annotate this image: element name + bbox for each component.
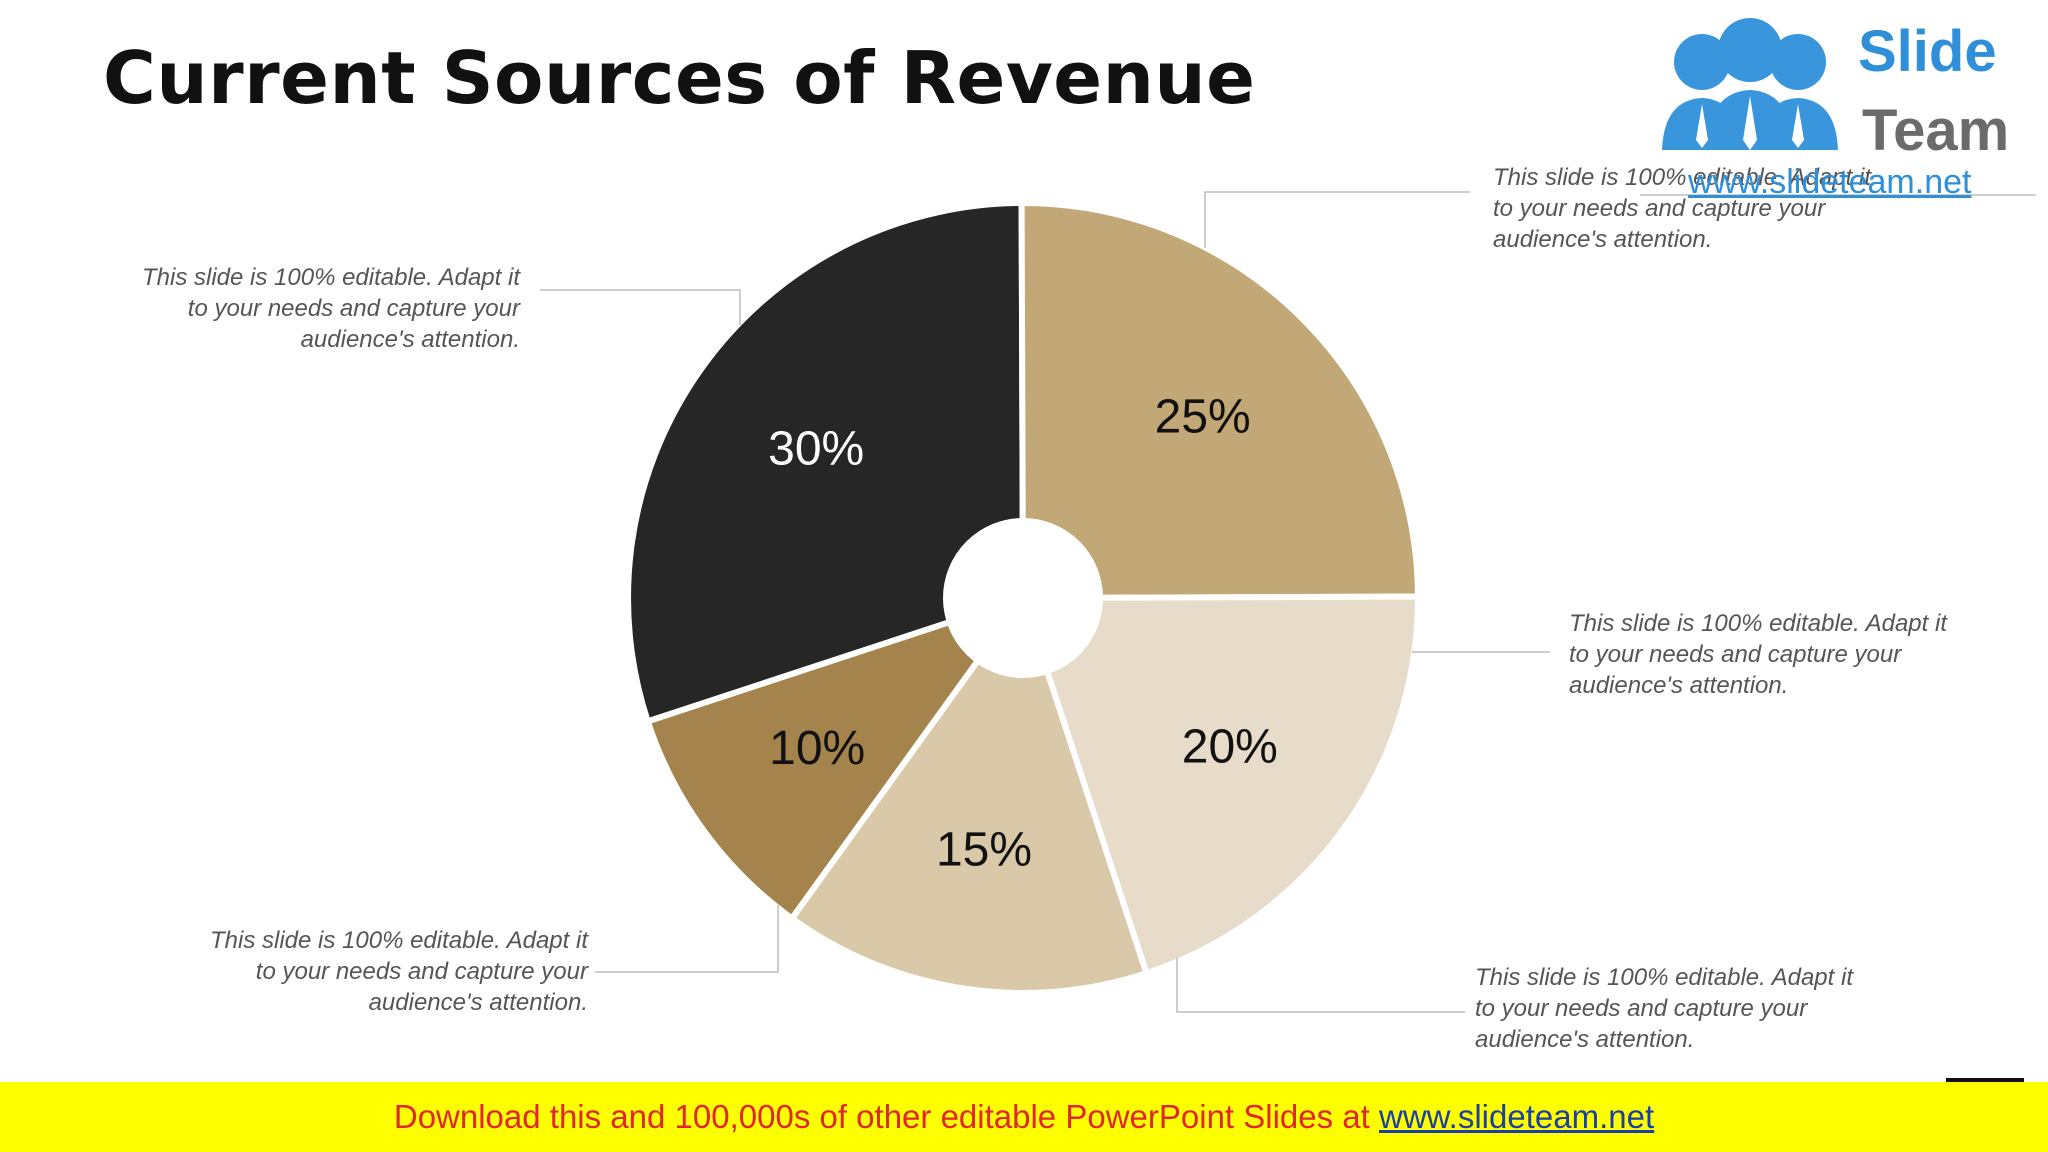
callout-top-left: This slide is 100% editable. Adapt it to… — [142, 264, 520, 353]
logo-word-slide: Slide — [1858, 19, 1997, 84]
logo-word-team: Team — [1862, 98, 2010, 163]
leader-line-bottom-right — [1176, 958, 1465, 1013]
pie-slice-25 — [1018, 199, 1421, 601]
data-label-15: 15% — [936, 824, 1032, 877]
pie-slice-20 — [1020, 593, 1422, 977]
callout-bottom-right: This slide is 100% editable. Adapt it to… — [1475, 964, 1853, 1053]
revenue-donut-chart: 30% 25% 20% 15% 10% — [540, 191, 1550, 1013]
pie-slice-15 — [788, 595, 1150, 996]
slideteam-logo — [1640, 18, 2036, 196]
leader-line-top-left — [540, 289, 741, 325]
footer-text: Download this and 100,000s of other edit… — [393, 1098, 1379, 1135]
logo-url-link[interactable]: www.slideteam.net — [1688, 163, 1972, 201]
leader-line-top-right — [1204, 191, 1470, 248]
footer-link[interactable]: www.slideteam.net — [1379, 1098, 1655, 1135]
callout-top-right: This slide is 100% editable. Adapt it to… — [1493, 164, 1871, 253]
pie-slice-30 — [625, 200, 1026, 725]
pie-slice-10 — [644, 595, 1026, 922]
callout-right: This slide is 100% editable. Adapt it to… — [1569, 610, 1947, 699]
page-title: Current Sources of Revenue — [103, 36, 1256, 120]
footer-banner: Download this and 100,000s of other edit… — [0, 1082, 2048, 1152]
data-label-20: 20% — [1182, 721, 1278, 774]
leader-line-bottom-left — [595, 905, 779, 973]
data-label-30: 30% — [768, 422, 864, 475]
data-label-25: 25% — [1155, 391, 1251, 444]
leader-lines — [540, 191, 1550, 1013]
callout-bottom-left: This slide is 100% editable. Adapt it to… — [210, 927, 588, 1016]
data-label-10: 10% — [769, 722, 865, 775]
donut-hole — [943, 518, 1103, 678]
